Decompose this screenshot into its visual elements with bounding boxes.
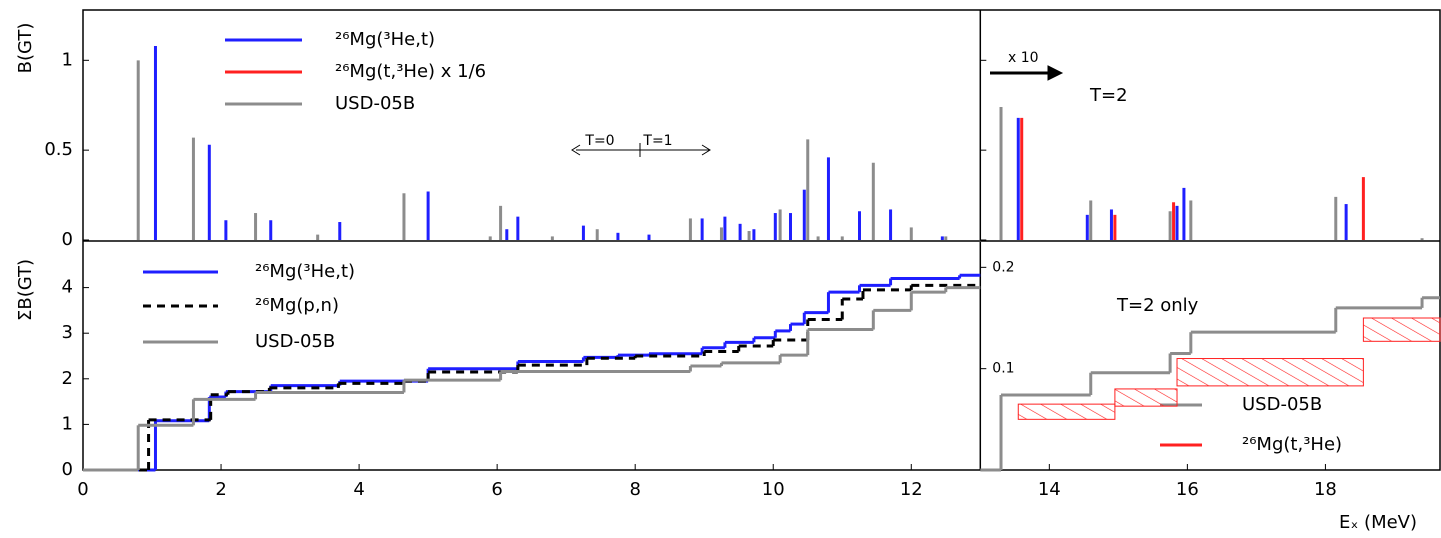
x-tick-label: 6 (491, 479, 502, 500)
annotation: T=1 (642, 133, 672, 149)
y-axis-title: ΣB(GT) (15, 259, 36, 321)
x-tick-label: 10 (762, 479, 785, 500)
band (1017, 403, 1116, 420)
x-tick-label: 12 (900, 479, 923, 500)
x-tick-label: 16 (1176, 479, 1199, 500)
plot-border (82, 9, 1441, 471)
annotation: x 10 (1008, 50, 1039, 66)
y-tick-label: 1 (62, 49, 73, 70)
x-tick-label: 18 (1314, 479, 1337, 500)
arrow-head (571, 144, 711, 156)
band (1362, 317, 1441, 342)
y-tick-label: 0 (62, 229, 73, 250)
arrow-head (1047, 65, 1064, 81)
band (1176, 358, 1364, 387)
y-tick-label: 4 (62, 277, 73, 298)
arrows (571, 65, 1064, 157)
y-axis-title: B(GT) (15, 23, 36, 74)
y-tick-label: 0.5 (44, 139, 73, 160)
y2-tick-label: 0.2 (992, 259, 1014, 275)
x-tick-label: 14 (1038, 479, 1061, 500)
legend-label: USD-05B (1242, 394, 1322, 415)
annotation: T=0 (584, 133, 614, 149)
legend-label: ²⁶Mg(³He,t) (335, 29, 435, 50)
x-tick-label: 8 (629, 479, 640, 500)
x-tick-label: 2 (215, 479, 226, 500)
legend-label: ²⁶Mg(t,³He) x 1/6 (335, 61, 486, 82)
x-axis-title: Eₓ (MeV) (1339, 512, 1417, 533)
y-tick-label: 3 (62, 322, 73, 343)
x-tick-label: 0 (77, 479, 88, 500)
legend-label: USD-05B (335, 93, 415, 114)
legend-label: ²⁶Mg(³He,t) (255, 261, 355, 282)
y-tick-label: 2 (62, 368, 73, 389)
annotation: T=2 (1089, 85, 1128, 106)
frame (82, 9, 1441, 471)
y-tick-label: 0 (62, 459, 73, 480)
y2-tick-label: 0.1 (992, 361, 1014, 377)
legend-label: USD-05B (255, 331, 335, 352)
legend-label: ²⁶Mg(p,n) (255, 295, 339, 316)
y-tick-label: 1 (62, 413, 73, 434)
x-tick-label: 4 (353, 479, 364, 500)
annotation: T=2 only (1116, 295, 1199, 316)
legend-label: ²⁶Mg(t,³He) (1242, 434, 1342, 455)
band (1114, 388, 1178, 407)
